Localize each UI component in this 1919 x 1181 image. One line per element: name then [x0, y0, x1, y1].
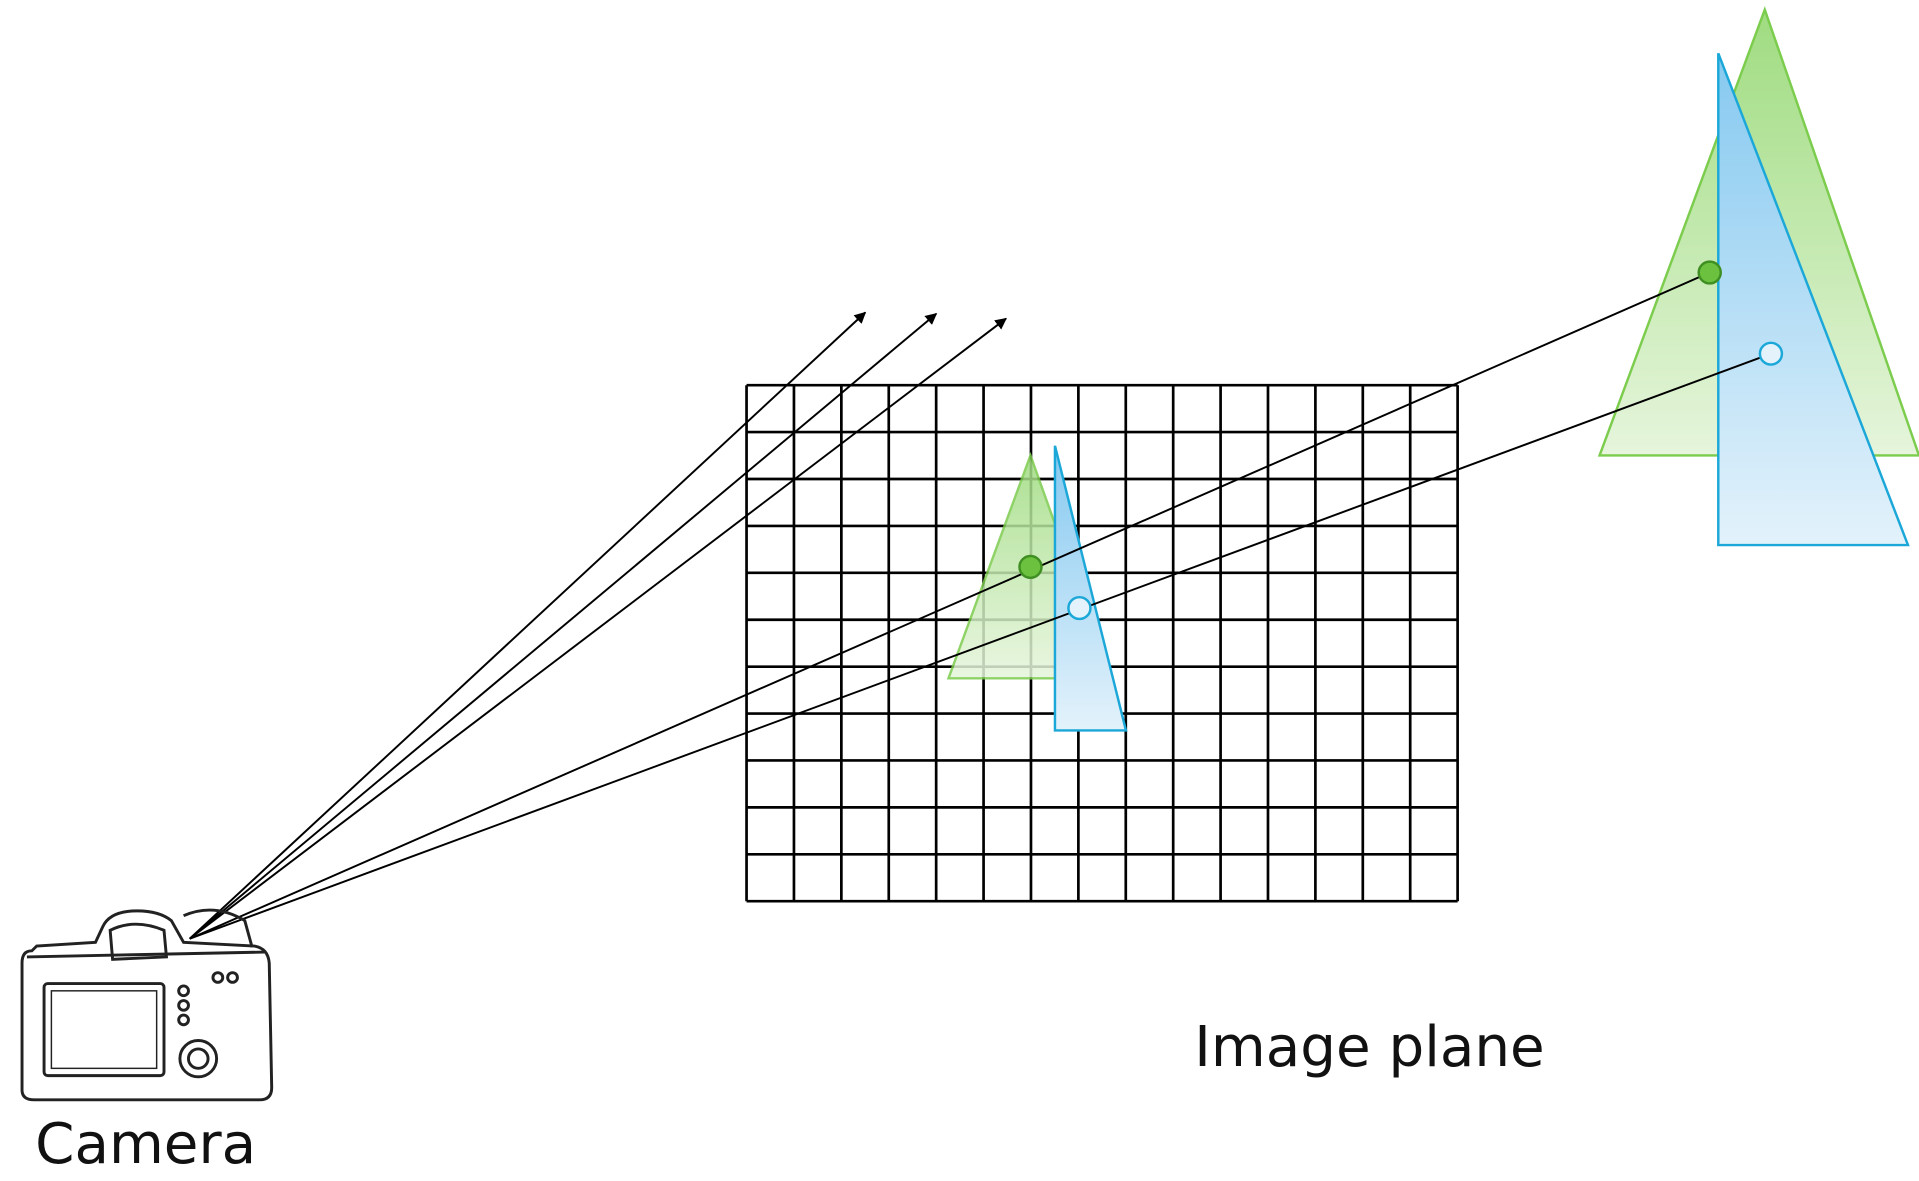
scene-blue-triangle	[1717, 52, 1910, 547]
image-plane-label: Image plane	[1194, 1015, 1544, 1080]
ray	[189, 271, 1711, 940]
blue-hit-point	[1067, 595, 1092, 621]
camera-icon	[20, 908, 274, 1102]
ray	[189, 352, 1772, 940]
blue-hit-point	[1758, 341, 1784, 366]
image-plane-grid	[745, 383, 1459, 903]
ray	[189, 312, 938, 940]
projected-blue-triangle	[1053, 445, 1128, 732]
rays	[189, 271, 1772, 940]
ray	[189, 311, 867, 940]
green-hit-point	[1697, 260, 1722, 285]
green-hit-point	[1018, 554, 1043, 579]
ray	[189, 317, 1007, 940]
camera-label: Camera	[35, 1112, 256, 1177]
